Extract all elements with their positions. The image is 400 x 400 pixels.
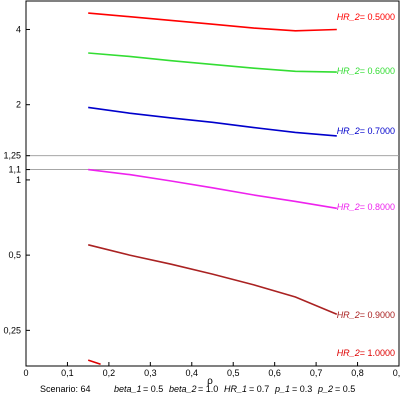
series-label-prefix-5: HR_2 xyxy=(337,348,360,358)
series-line-3 xyxy=(88,168,337,210)
series-group xyxy=(87,12,338,365)
series-label-4: HR_2= 0.9000 xyxy=(337,310,395,320)
param-hr1-label: HR_1 xyxy=(224,384,248,394)
y-tick-label-6: 4 xyxy=(16,24,21,34)
series-label-5: HR_2= 1.0000 xyxy=(337,348,395,358)
y-axis: 0,25 0,5 11,1 1,25 2 4 xyxy=(3,24,30,335)
series-label-prefix-3: HR_2 xyxy=(337,202,360,212)
param-p1-value: = 0.3 xyxy=(292,384,313,394)
y-tick-label-4: 1,25 xyxy=(3,151,21,161)
param-beta1-label: beta_1 xyxy=(114,384,142,394)
series-label-value-5: = 1.0000 xyxy=(360,348,395,358)
plot-border xyxy=(25,0,400,367)
y-tick-label-5: 2 xyxy=(16,100,21,110)
y-tick-label-3: 1,1 xyxy=(8,165,21,175)
series-label-0: HR_2= 0.5000 xyxy=(337,12,395,22)
series-label-2: HR_2= 0.7000 xyxy=(337,126,395,136)
y-tick-label-0: 0,25 xyxy=(3,325,21,335)
series-label-value-1: = 0.6000 xyxy=(360,66,395,76)
param-p2-value: = 0.5 xyxy=(335,384,356,394)
series-line-0 xyxy=(88,12,337,32)
series-line-5 xyxy=(87,359,101,365)
y-tick-label-2: 1 xyxy=(16,175,21,185)
series-label-3: HR_2= 0.8000 xyxy=(337,202,395,212)
x-axis: 0 0,1 0,2 0,3 0,4 0,5 0,6 0,7 0,8 0,9 xyxy=(23,362,400,378)
series-label-value-2: = 0.7000 xyxy=(360,126,395,136)
x-tick-label-3: 0,3 xyxy=(144,368,157,378)
x-tick-label-9: 0,9 xyxy=(393,368,400,378)
x-tick-label-7: 0,7 xyxy=(310,368,323,378)
x-axis-title: ρ xyxy=(207,376,213,387)
series-label-value-4: = 0.9000 xyxy=(360,310,395,320)
scenario-label: Scenario: 64 xyxy=(40,384,91,394)
series-label-value-3: = 0.8000 xyxy=(360,202,395,212)
param-beta2-label: beta_2 xyxy=(169,384,197,394)
x-tick-label-2: 0,2 xyxy=(103,368,116,378)
x-tick-label-4: 0,4 xyxy=(186,368,199,378)
series-line-1 xyxy=(88,52,337,73)
param-p1-label: p_1 xyxy=(275,384,291,394)
series-line-2 xyxy=(88,106,337,137)
x-tick-label-5: 0,5 xyxy=(227,368,240,378)
param-hr1-value: = 0.7 xyxy=(249,384,270,394)
series-label-prefix-0: HR_2 xyxy=(337,12,360,22)
x-tick-label-1: 0,1 xyxy=(61,368,74,378)
param-beta1-value: = 0.5 xyxy=(143,384,164,394)
series-label-prefix-1: HR_2 xyxy=(337,66,360,76)
param-beta2-value: = 1.0 xyxy=(198,384,219,394)
x-tick-label-6: 0,6 xyxy=(268,368,281,378)
footer: Scenario: 64 beta_1 = 0.5 beta_2 = 1.0 H… xyxy=(0,384,400,398)
series-label-prefix-4: HR_2 xyxy=(337,310,360,320)
series-line-4 xyxy=(88,244,338,315)
series-label-value-0: = 0.5000 xyxy=(360,12,395,22)
reference-lines xyxy=(26,155,399,170)
param-p2-label: p_2 xyxy=(318,384,334,394)
series-label-prefix-2: HR_2 xyxy=(337,126,360,136)
x-tick-label-8: 0,8 xyxy=(351,368,364,378)
x-tick-label-0: 0 xyxy=(23,368,28,378)
y-tick-label-1: 0,5 xyxy=(8,250,21,260)
series-label-1: HR_2= 0.6000 xyxy=(337,66,395,76)
